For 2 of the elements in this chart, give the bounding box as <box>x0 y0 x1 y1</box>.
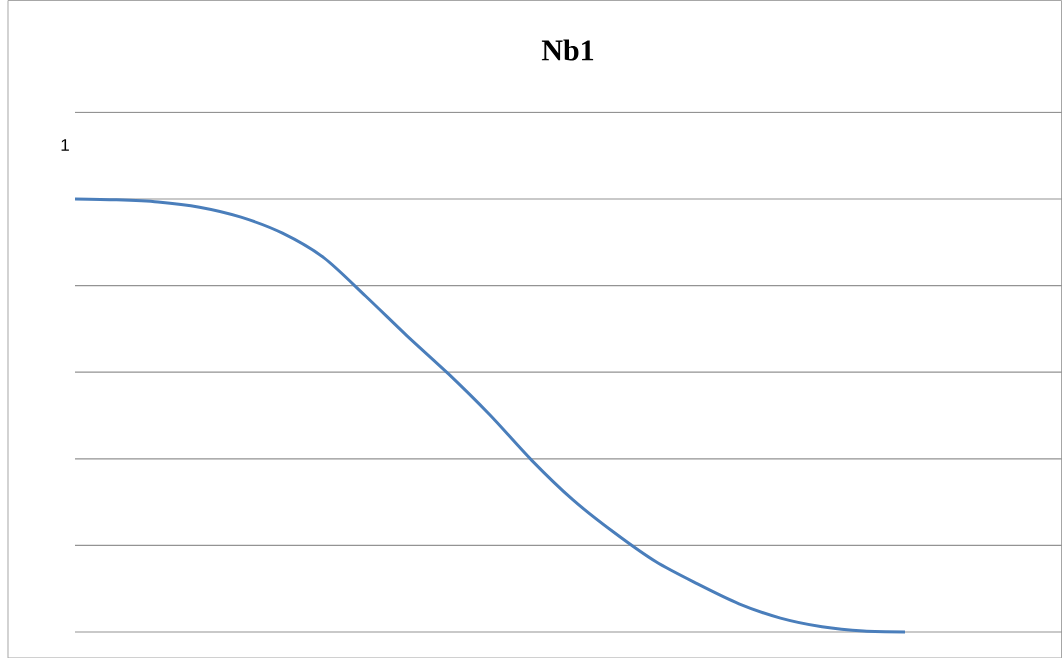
text: 1 <box>61 139 69 151</box>
chart-title: Nb1 <box>541 39 594 61</box>
